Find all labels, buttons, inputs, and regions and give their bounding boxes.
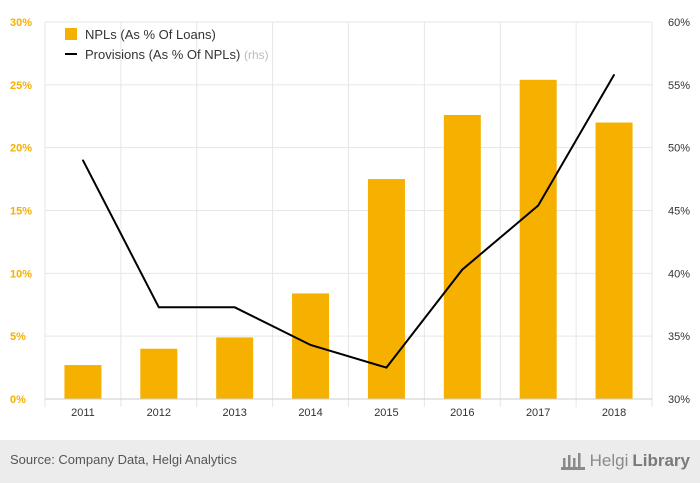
provisions-point <box>233 306 236 309</box>
legend: NPLs (As % Of Loans) Provisions (As % Of… <box>65 27 269 62</box>
x-axis-tick-label: 2011 <box>71 407 95 419</box>
legend-bar-swatch <box>65 28 77 40</box>
provisions-point <box>309 344 312 346</box>
x-axis-tick-label: 2013 <box>222 407 246 419</box>
x-axis-tick-label: 2012 <box>147 407 171 419</box>
npl-bar <box>595 122 633 400</box>
npl-bar <box>64 365 102 399</box>
combo-chart: 0% 5% 10% 15% 20% 25% 30% 30% 35% 40% 45% 50% 55% 60%… <box>10 17 690 419</box>
provisions-point <box>613 73 615 76</box>
source-note: Source: Company Data, Helgi Analytics <box>10 452 237 467</box>
left-axis-tick-label: 25% <box>10 80 32 92</box>
legend-bar-label: NPLs (As % Of Loans) <box>85 27 216 42</box>
right-axis-tick-label: 30% <box>668 394 690 406</box>
legend-line-label: Provisions (As % Of NPLs) (rhs) <box>85 47 269 62</box>
provisions-line-series <box>82 73 615 369</box>
right-axis-tick-label: 60% <box>668 17 690 29</box>
helgi-library-logo: Helgi Library <box>560 449 690 473</box>
npl-bars <box>64 79 633 400</box>
left-axis-tick-label: 20% <box>10 143 32 155</box>
provisions-line <box>82 74 615 369</box>
npl-bar <box>140 348 178 399</box>
logo-library: Library <box>632 451 690 470</box>
npl-bar <box>367 179 405 399</box>
left-axis-tick-label: 15% <box>10 206 32 218</box>
npl-bar <box>216 337 254 399</box>
legend-line-name: Provisions (As % Of NPLs) <box>85 47 240 62</box>
x-axis-tick-label: 2014 <box>298 407 322 419</box>
x-axis-tick-label: 2016 <box>450 407 474 419</box>
left-axis-tick-label: 0% <box>10 394 26 406</box>
x-axis-tick-label: 2018 <box>602 407 626 419</box>
left-axis-tick-label: 5% <box>10 331 26 343</box>
legend-line-suffix: (rhs) <box>244 48 269 62</box>
right-axis-tick-label: 40% <box>668 268 690 280</box>
provisions-point <box>537 204 539 207</box>
gridlines <box>44 21 653 407</box>
x-axis-tick-label: 2017 <box>526 407 550 419</box>
right-axis-tick-label: 55% <box>668 80 690 92</box>
x-axis-tick-label: 2015 <box>374 407 398 419</box>
right-axis-tick-label: 35% <box>668 331 690 343</box>
left-axis-tick-label: 30% <box>10 17 32 29</box>
footer: Source: Company Data, Helgi Analytics He… <box>0 440 700 483</box>
provisions-point <box>385 366 388 369</box>
provisions-point <box>82 159 84 162</box>
left-axis-tick-label: 10% <box>10 268 32 280</box>
library-building-icon <box>560 453 585 470</box>
npl-bar <box>292 293 330 399</box>
provisions-point <box>158 306 160 309</box>
logo-helgi: Helgi <box>589 451 629 470</box>
right-axis-tick-label: 50% <box>668 143 690 155</box>
npl-bar <box>443 114 481 399</box>
axes: 0% 5% 10% 15% 20% 25% 30% 30% 35% 40% 45% 50% 55% 60%… <box>10 17 690 419</box>
npl-bar <box>519 79 557 399</box>
provisions-point <box>461 268 464 271</box>
right-axis-tick-label: 45% <box>668 206 690 218</box>
